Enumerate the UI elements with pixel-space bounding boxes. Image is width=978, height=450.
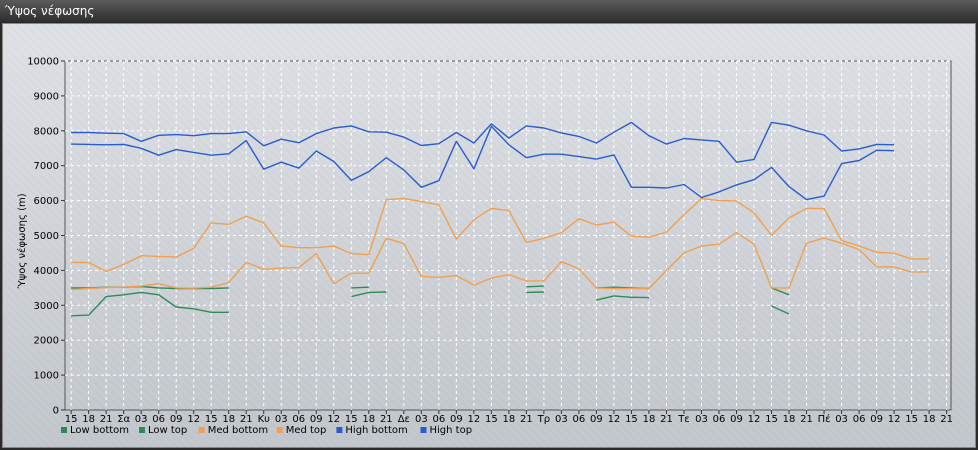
legend-label: High top	[430, 425, 473, 436]
legend-swatch	[420, 427, 427, 433]
x-tick-label: 18	[362, 414, 375, 425]
x-tick-label: Τρ	[537, 414, 550, 425]
x-tick-label: 03	[135, 414, 148, 425]
y-tick-label: 5000	[34, 231, 59, 242]
x-tick-label: Δε	[398, 414, 410, 425]
x-tick-label: 03	[275, 414, 288, 425]
x-tick-label: 09	[870, 414, 883, 425]
series-line-low-bottom	[351, 286, 369, 289]
x-tick-label: 21	[660, 414, 673, 425]
chart-legend: Low bottom Low top Med bottom Med top High b…	[61, 425, 472, 436]
x-tick-label: 03	[695, 414, 708, 425]
series-line-high-bottom	[71, 125, 895, 201]
legend-swatch	[276, 427, 283, 433]
y-tick-label: 9000	[34, 91, 59, 102]
x-tick-label: 21	[380, 414, 393, 425]
x-tick-label: 06	[853, 414, 866, 425]
series-line-high-top	[71, 121, 895, 163]
x-tick-label: 12	[608, 414, 621, 425]
series-line-low-top	[771, 305, 790, 315]
x-tick-label: 12	[327, 414, 340, 425]
x-tick-label: 12	[748, 414, 761, 425]
y-axis-label: Ύψος νέφωσης (m)	[16, 193, 28, 289]
x-tick-label: 18	[643, 414, 656, 425]
legend-label: Low top	[148, 425, 187, 436]
x-tick-label: 09	[170, 414, 183, 425]
y-tick-label: 1000	[34, 371, 59, 382]
x-tick-label: 03	[835, 414, 848, 425]
cloud-height-chart: 0 1000 2000 3000 4000 5000 6000 7000 8000 9000 100…	[3, 24, 975, 447]
chart-panel: 0 1000 2000 3000 4000 5000 6000 7000 8000 9000 100…	[2, 23, 976, 448]
series-line-low-top	[71, 291, 229, 317]
x-tick-label: 09	[310, 414, 323, 425]
y-tick-label: 4000	[34, 266, 59, 277]
x-tick-label: 15	[625, 414, 638, 425]
x-tick-label: 21	[800, 414, 813, 425]
series-line-low-top	[351, 291, 387, 298]
x-tick-label: 12	[187, 414, 200, 425]
x-tick-label: 03	[415, 414, 428, 425]
x-tick-label: 18	[222, 414, 235, 425]
legend-swatch	[139, 427, 145, 433]
x-tick-label: 15	[765, 414, 778, 425]
y-tick-label: 10000	[27, 57, 59, 68]
x-tick-label: Πέ	[818, 413, 831, 425]
series-line-med-top	[71, 197, 930, 273]
x-tick-label: 18	[503, 414, 516, 425]
series-line-med-bottom	[71, 231, 930, 291]
x-tick-label: 18	[82, 414, 95, 425]
x-tick-label: 06	[292, 414, 305, 425]
legend-swatch	[198, 427, 205, 433]
x-tick-label: 09	[730, 414, 743, 425]
x-tick-label: 21	[520, 414, 533, 425]
y-tick-label: 2000	[34, 336, 59, 347]
x-tick-label: 21	[940, 414, 953, 425]
x-tick-label: Τε	[677, 414, 690, 425]
x-tick-label: 12	[888, 414, 901, 425]
y-tick-label: 6000	[34, 196, 59, 207]
x-tick-label: 15	[65, 414, 78, 425]
x-tick-label: 21	[100, 414, 113, 425]
x-tick-label: 09	[450, 414, 463, 425]
x-tick-label: 21	[240, 414, 253, 425]
x-tick-label: 15	[345, 414, 358, 425]
x-tick-label: 06	[713, 414, 726, 425]
x-tick-label: 06	[573, 414, 586, 425]
x-tick-label: 12	[467, 414, 480, 425]
x-tick-label: 18	[923, 414, 936, 425]
legend-label: High bottom	[345, 425, 407, 436]
legend-swatch	[61, 427, 67, 433]
y-tick-label: 0	[53, 406, 59, 417]
series-line-low-bottom	[771, 287, 790, 296]
x-tick-label: Σα	[117, 414, 130, 425]
legend-label: Low bottom	[70, 425, 129, 436]
window-titlebar: Ύψος νέφωσης	[0, 0, 978, 22]
x-tick-label: 15	[485, 414, 498, 425]
x-tick-label: 03	[555, 414, 568, 425]
y-tick-label: 8000	[34, 126, 59, 137]
y-tick-label: 3000	[34, 301, 59, 312]
y-tick-label: 7000	[34, 161, 59, 172]
x-tick-label: 18	[783, 414, 796, 425]
x-tick-label: 09	[590, 414, 603, 425]
x-tick-label: 15	[905, 414, 918, 425]
legend-label: Med bottom	[208, 425, 268, 436]
x-tick-label: 06	[432, 414, 445, 425]
x-tick-label: Κυ	[258, 414, 271, 425]
x-tick-label: 06	[152, 414, 165, 425]
window-title: Ύψος νέφωσης	[5, 4, 95, 18]
legend-swatch	[336, 427, 343, 433]
legend-label: Med top	[286, 425, 327, 436]
x-tick-label: 15	[205, 414, 218, 425]
series-line-low-bottom	[526, 285, 544, 288]
series-line-low-top	[596, 295, 650, 301]
